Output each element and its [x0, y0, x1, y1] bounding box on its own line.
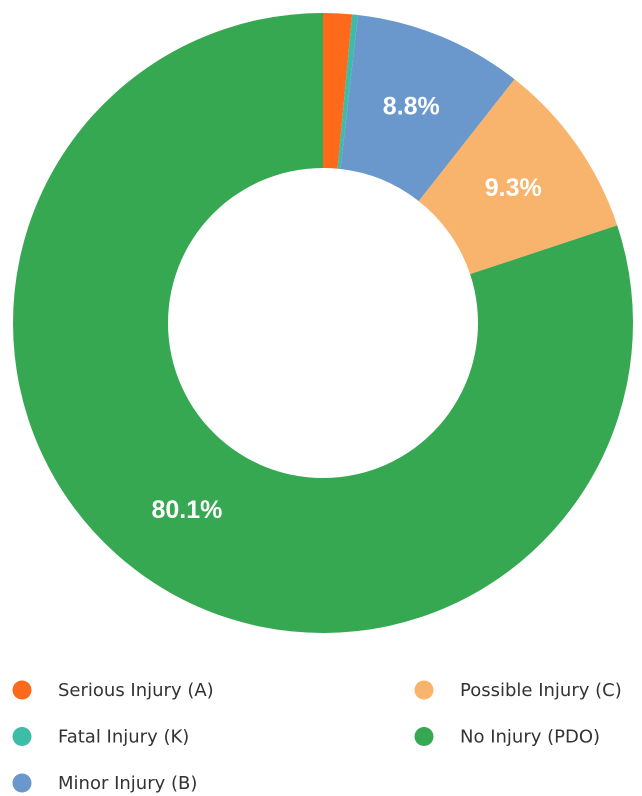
- legend-marker: [414, 727, 434, 746]
- legend-marker: [414, 680, 434, 700]
- value-label: 9.3%: [485, 174, 542, 202]
- slice: [418, 79, 618, 275]
- legend-label: Serious Injury (A): [58, 680, 214, 701]
- legend-label: Possible Injury (C): [460, 680, 622, 701]
- slice: [337, 14, 358, 169]
- legend-marker: [12, 727, 32, 746]
- legend-label: Fatal Injury (K): [58, 727, 189, 748]
- slice: [323, 13, 353, 169]
- slice: [12, 13, 633, 633]
- legend-label: No Injury (PDO): [460, 727, 600, 748]
- legend-label: Minor Injury (B): [58, 773, 197, 794]
- value-label: 80.1%: [151, 496, 222, 524]
- value-label: 8.8%: [383, 93, 440, 121]
- legend-marker: [12, 680, 32, 700]
- legend-marker: [12, 773, 32, 793]
- slice: [340, 14, 515, 202]
